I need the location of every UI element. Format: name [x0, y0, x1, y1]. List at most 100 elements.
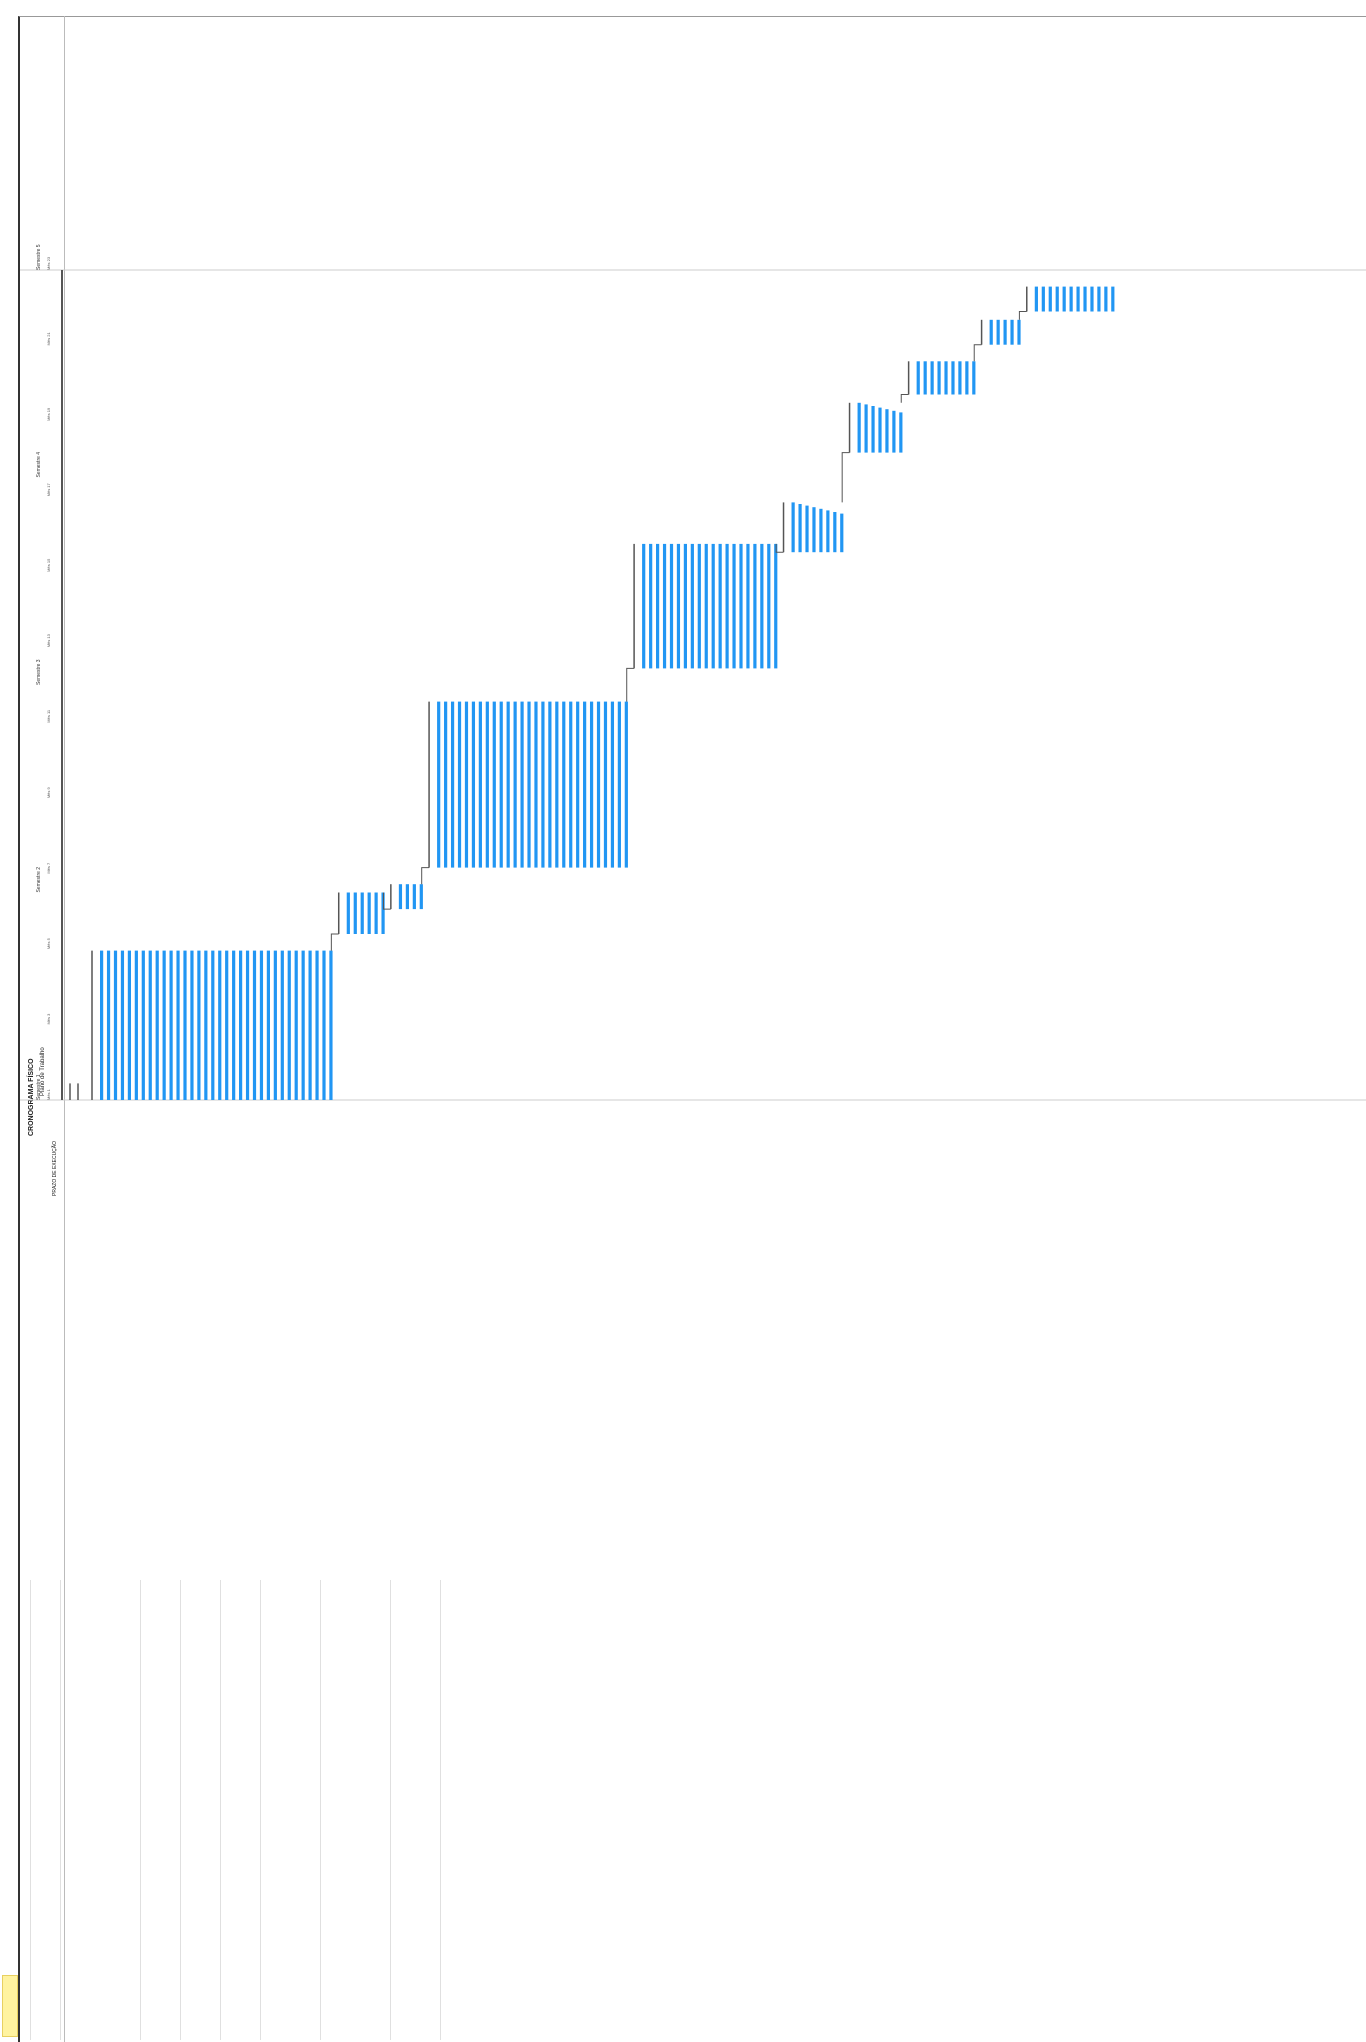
- task-bar: [1083, 286, 1087, 312]
- task-bar: [346, 892, 350, 934]
- timescale-label: Semestre 1: [36, 1074, 42, 1100]
- task-bar: [767, 543, 771, 669]
- task-bar: [520, 701, 524, 868]
- task-bar: [239, 950, 243, 1100]
- task-bar: [833, 512, 837, 553]
- task-bar: [732, 543, 736, 669]
- task-bar: [798, 504, 802, 553]
- task-bar: [457, 701, 462, 868]
- task-bar: [1041, 286, 1045, 312]
- task-bar: [211, 950, 215, 1100]
- period-label: Mês 23: [46, 256, 51, 270]
- task-bar: [690, 543, 694, 669]
- task-bar: [774, 543, 778, 669]
- task-bar: [527, 701, 531, 868]
- task-bar: [499, 701, 503, 868]
- task-bar: [204, 950, 208, 1100]
- task-bar: [471, 701, 476, 868]
- dependency-link: [382, 892, 391, 910]
- task-bar: [916, 361, 920, 395]
- timescale-label: Semestre 2: [36, 867, 42, 893]
- task-bar: [405, 884, 409, 910]
- task-bar: [259, 950, 264, 1100]
- task-bar: [989, 319, 993, 345]
- timescale-label: Semestre 3: [36, 659, 42, 685]
- period-label: Mês 11: [46, 709, 51, 723]
- task-bar: [996, 319, 1000, 345]
- task-bar: [450, 701, 455, 868]
- task-bar: [280, 950, 284, 1100]
- task-bar: [662, 543, 667, 669]
- task-bar: [548, 701, 552, 868]
- task-bar: [718, 543, 722, 669]
- task-bar: [937, 361, 941, 395]
- table-column: [30, 1580, 31, 2040]
- task-bar: [885, 409, 889, 453]
- task-bar: [1010, 319, 1014, 345]
- period-label: Mês 19: [46, 407, 51, 421]
- task-bar: [1097, 286, 1101, 312]
- sticky-note: [2, 1975, 18, 2037]
- dependency-link: [421, 867, 430, 885]
- header-band: CRONOGRAMA FÍSICO Plano de Trabalho PRAZ…: [20, 16, 65, 2042]
- task-bar: [287, 950, 291, 1100]
- task-bar: [711, 543, 715, 669]
- task-bar: [1048, 286, 1052, 312]
- task-bar: [583, 701, 587, 868]
- task-bar: [1076, 286, 1080, 312]
- task-bar: [100, 950, 104, 1100]
- task-bar: [106, 950, 111, 1100]
- task-bar: [169, 950, 173, 1100]
- timescale-label: Semestre 5: [36, 244, 42, 270]
- dependency-link: [330, 933, 339, 951]
- task-bar: [367, 892, 371, 934]
- task-bar: [819, 508, 823, 553]
- task-bar: [315, 950, 319, 1100]
- task-bar: [127, 950, 131, 1100]
- task-bar: [506, 701, 510, 868]
- task-bar: [871, 406, 875, 453]
- task-bar: [225, 950, 229, 1100]
- task-bar: [805, 505, 809, 553]
- task-bar: [596, 701, 601, 868]
- task-bar: [562, 701, 566, 868]
- table-column: [260, 1580, 261, 2040]
- task-bar: [329, 950, 333, 1100]
- task-bar: [1017, 319, 1021, 345]
- task-bar: [930, 361, 934, 395]
- task-bar: [444, 701, 448, 868]
- task-bar: [603, 701, 608, 868]
- task-bar: [374, 892, 378, 934]
- task-bar: [589, 701, 594, 868]
- task-bar: [437, 701, 441, 868]
- task-bar: [134, 950, 138, 1100]
- period-label: Mês 5: [46, 937, 51, 949]
- task-bar: [141, 950, 145, 1100]
- task-table: [20, 1580, 1366, 2040]
- task-bar: [958, 361, 962, 395]
- task-bar: [485, 701, 489, 868]
- task-bar: [642, 543, 646, 669]
- dependency-link: [841, 452, 850, 503]
- task-bar: [294, 950, 298, 1100]
- task-bar: [252, 950, 257, 1100]
- table-column: [390, 1580, 391, 2040]
- period-label: Mês 13: [46, 633, 51, 647]
- table-column: [320, 1580, 321, 2040]
- task-bar: [162, 950, 166, 1100]
- task-bar: [864, 404, 868, 453]
- task-bar: [812, 507, 816, 553]
- task-bar: [360, 892, 364, 934]
- dependency-link: [626, 667, 635, 702]
- table-column: [60, 1580, 61, 2040]
- period-label: Mês 21: [46, 332, 51, 346]
- task-bar: [676, 543, 681, 669]
- task-bar: [308, 950, 312, 1100]
- task-bar: [739, 543, 743, 669]
- task-bar: [419, 884, 423, 910]
- task-bar: [120, 950, 125, 1100]
- task-bar: [197, 950, 201, 1100]
- task-bar: [555, 701, 559, 868]
- task-bar: [725, 543, 729, 669]
